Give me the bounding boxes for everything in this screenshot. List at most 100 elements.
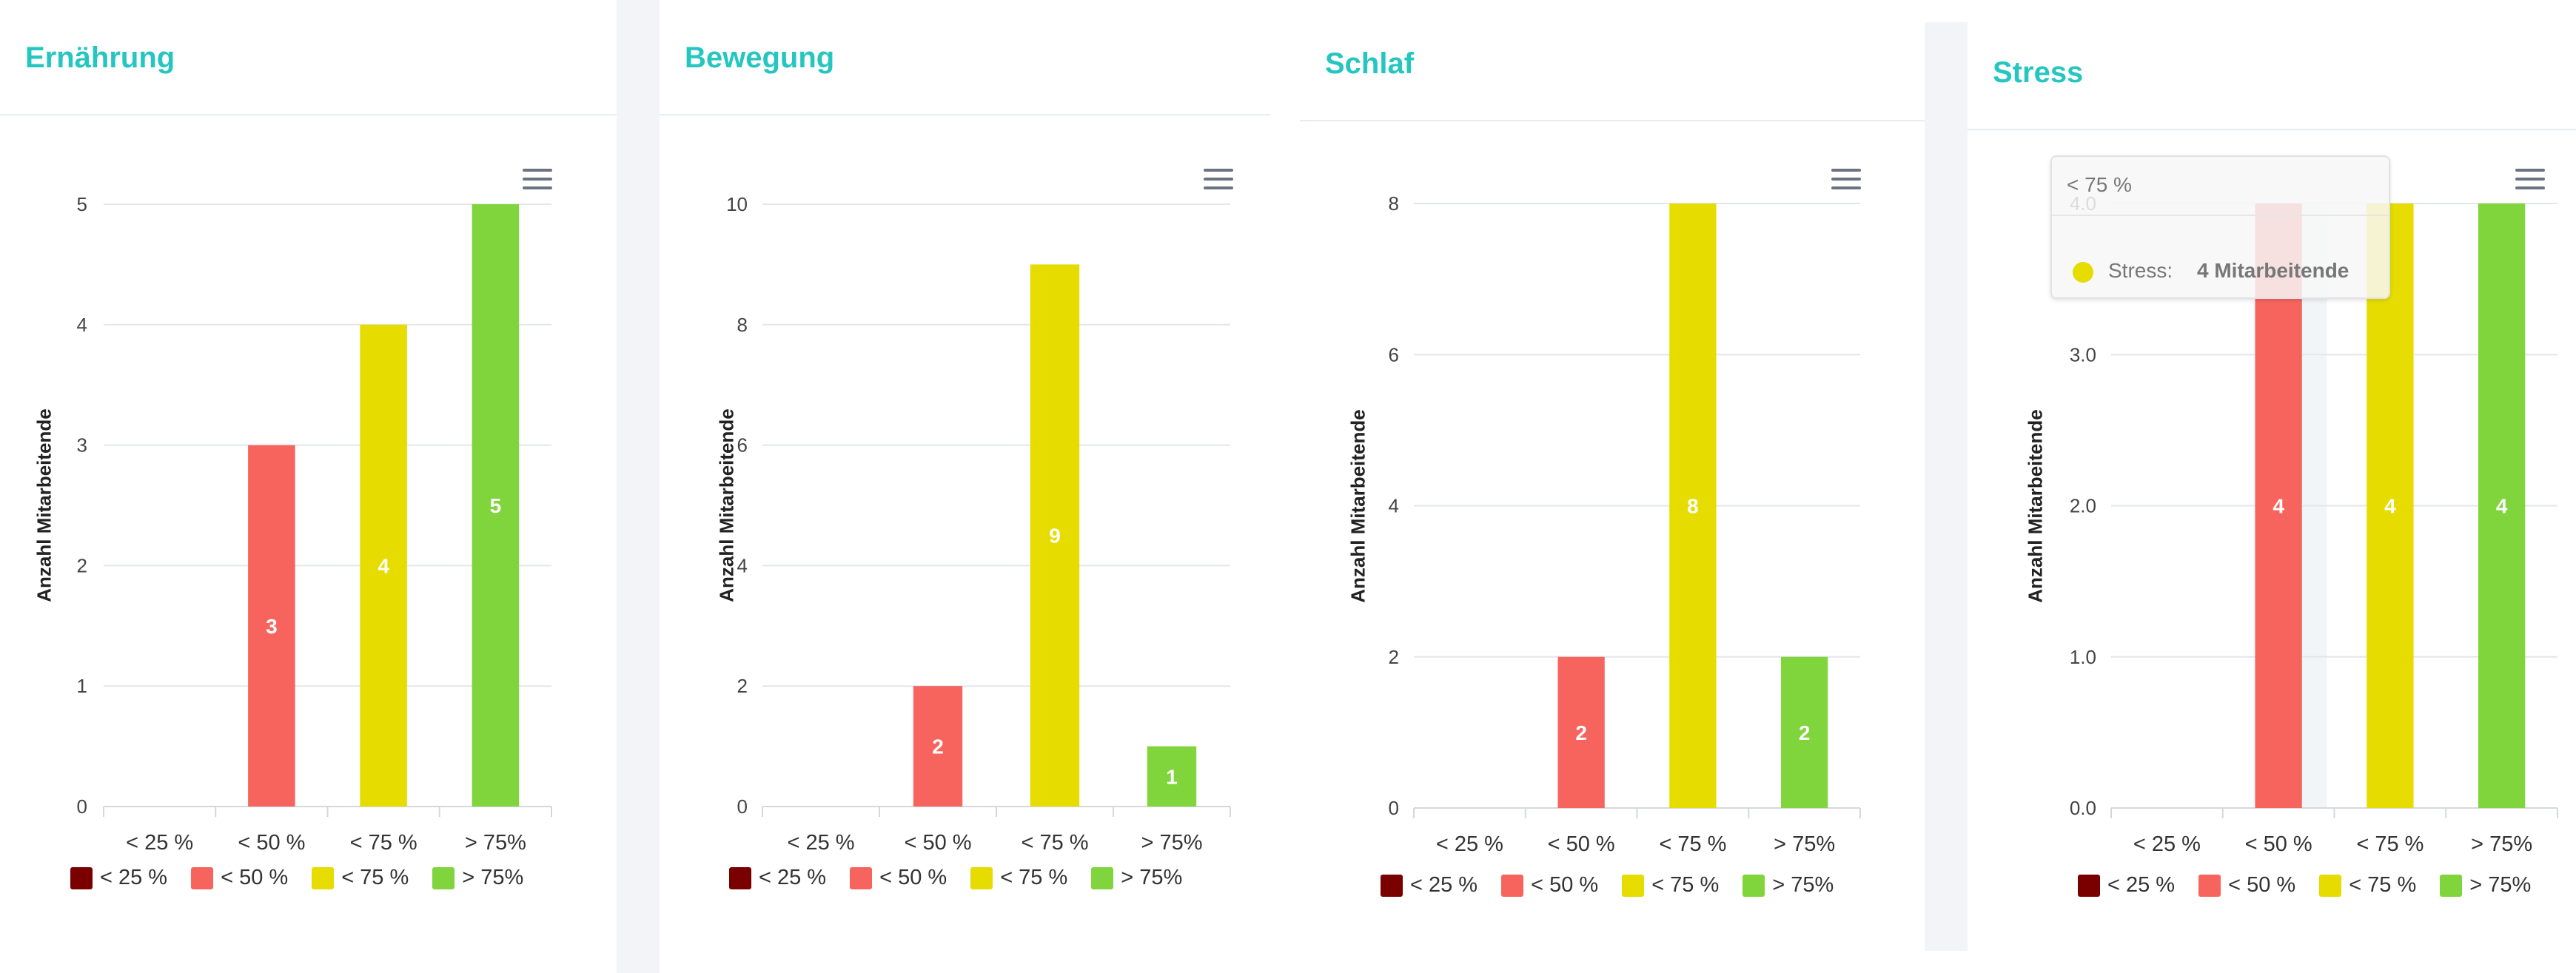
legend-label: < 75 % [341, 866, 409, 889]
x-tick-label: < 75 % [1659, 832, 1726, 856]
legend-label: < 75 % [1000, 866, 1068, 889]
bar[interactable] [472, 204, 520, 807]
bar[interactable] [1780, 656, 1828, 808]
bar-chart-schlaf: 0 2 4 6 8 < 25 % 2 < 50 % 8 < 75 % 2 > 75% [1389, 192, 1861, 856]
legend-label: < 25 % [100, 866, 168, 889]
card-header: Bewegung [660, 7, 1270, 115]
legend-swatch [2440, 874, 2463, 897]
bar[interactable] [2478, 203, 2526, 808]
legend-item[interactable]: < 25 % [70, 866, 167, 890]
chart-title: Schlaf [1325, 47, 1415, 80]
bar[interactable] [1669, 203, 1717, 808]
bar[interactable] [2367, 203, 2414, 808]
chart-title: Stress [1993, 56, 2084, 89]
legend-item[interactable]: < 50 % [850, 866, 947, 890]
legend-item[interactable]: < 75 % [970, 866, 1067, 890]
legend-swatch [970, 866, 993, 889]
x-tick-label: < 25 % [126, 831, 193, 855]
legend-item[interactable]: < 75 % [2319, 873, 2416, 898]
x-tick-label: < 75 % [350, 831, 417, 855]
chart-menu-icon[interactable] [1831, 169, 1861, 191]
bar-data-label: 2 [1575, 721, 1587, 744]
bar[interactable] [913, 686, 963, 807]
chart-card-ernaehrung: Ernährung 0 1 2 3 4 5 < 25 % 3 < 50 % 4 < 75 % 5 > 75… [0, 7, 617, 973]
y-tick-label: 8 [737, 314, 748, 336]
chart-title: Bewegung [685, 41, 835, 74]
card-header: Ernährung [0, 7, 617, 115]
bar-data-label: 3 [266, 615, 278, 638]
legend-item[interactable]: < 25 % [2078, 873, 2175, 898]
legend-label: < 50 % [1531, 873, 1599, 897]
chart-legend: < 25 % < 50 % < 75 % > 75% [70, 866, 540, 890]
legend-item[interactable]: < 50 % [1501, 873, 1598, 898]
legend-swatch [2078, 874, 2100, 897]
legend-swatch [1501, 874, 1524, 897]
bar[interactable] [1147, 746, 1197, 807]
legend-swatch [1743, 874, 1765, 897]
y-axis-label: Anzahl Mitarbeitende [715, 408, 738, 602]
bar-data-label: 9 [1049, 525, 1061, 548]
y-tick-label: 4 [1389, 495, 1399, 517]
x-tick-label: < 25 % [1436, 832, 1503, 856]
bar-data-label: 2 [1799, 721, 1811, 744]
bar[interactable] [360, 324, 407, 807]
bar[interactable] [1557, 656, 1605, 808]
bar-data-label: 4 [2496, 495, 2508, 518]
bar[interactable] [2255, 203, 2302, 808]
y-tick-label: 4 [737, 554, 748, 576]
chart-menu-icon[interactable] [1204, 169, 1233, 191]
y-tick-label: 0 [77, 795, 87, 818]
x-tick-label: > 75% [2471, 832, 2532, 856]
bar[interactable] [1030, 264, 1080, 807]
y-tick-label: 3.0 [2070, 343, 2096, 366]
x-tick-label: < 50 % [238, 831, 305, 855]
legend-label: > 75% [462, 866, 524, 889]
y-tick-label: 0 [737, 795, 748, 818]
bar-data-label: 4 [2384, 495, 2396, 518]
y-tick-label: 4 [77, 314, 87, 336]
chart-menu-icon[interactable] [2515, 169, 2545, 191]
y-tick-label: 5 [77, 193, 87, 215]
y-axis-label-wrap: Anzahl Mitarbeitende [1344, 203, 1373, 808]
legend-item[interactable]: < 25 % [1381, 873, 1477, 898]
legend-item[interactable]: < 50 % [191, 866, 288, 890]
legend-item[interactable]: < 50 % [2198, 873, 2295, 898]
bar-chart-stress: 0.01.02.03.04.0< 25 %4< 50 %4< 75 %4> 75… [2070, 192, 2558, 856]
legend-swatch [1622, 874, 1645, 897]
legend-swatch [1381, 874, 1403, 897]
legend-item[interactable]: > 75% [2440, 873, 2531, 898]
legend-label: < 25 % [759, 866, 827, 889]
y-axis-label-wrap: Anzahl Mitarbeitende [712, 204, 742, 807]
legend-item[interactable]: > 75% [1743, 873, 1834, 898]
chart-card-schlaf: Schlaf 0 2 4 6 8 < 25 % 2 < 50 % 8 < 75 % 2 > 75% Anz… [1300, 13, 1925, 964]
chart-title: Ernährung [25, 41, 175, 74]
chart-card-bewegung: Bewegung 0 2 4 6 8 10 < 25 % 2 < 50 % 9 < 75 % 1 > 75… [660, 7, 1270, 973]
x-tick-label: < 50 % [2245, 832, 2312, 856]
x-tick-label: > 75% [1774, 832, 1835, 856]
y-axis-label: Anzahl Mitarbeitende [2024, 408, 2047, 603]
legend-swatch [1091, 866, 1114, 889]
y-tick-label: 1.0 [2070, 646, 2096, 668]
legend-item[interactable]: > 75% [1091, 866, 1182, 890]
x-tick-label: < 25 % [2133, 832, 2201, 856]
x-tick-label: > 75% [1141, 831, 1202, 855]
chart-menu-icon[interactable] [523, 169, 552, 191]
x-tick-label: < 75 % [2356, 832, 2424, 856]
tooltip-title: < 75 % [2067, 173, 2132, 196]
bar[interactable] [248, 445, 295, 807]
legend-item[interactable]: < 75 % [312, 866, 409, 890]
bar-data-label: 2 [932, 735, 944, 758]
legend-swatch [2319, 874, 2342, 897]
legend-label: < 50 % [221, 866, 289, 889]
y-tick-label: 2 [737, 675, 748, 697]
legend-item[interactable]: < 25 % [729, 866, 826, 890]
legend-swatch [70, 866, 93, 889]
x-tick-label: < 25 % [787, 831, 854, 855]
legend-label: < 50 % [879, 866, 947, 889]
legend-item[interactable]: < 75 % [1622, 873, 1719, 898]
tooltip-series-dot [2073, 262, 2093, 283]
bar-chart-bewegung: 0 2 4 6 8 10 < 25 % 2 < 50 % 9 < 75 % 1 > 75% [726, 193, 1231, 855]
card-header: Schlaf [1300, 13, 1925, 121]
legend-item[interactable]: > 75% [432, 866, 523, 890]
x-tick-label: < 75 % [1021, 831, 1088, 855]
